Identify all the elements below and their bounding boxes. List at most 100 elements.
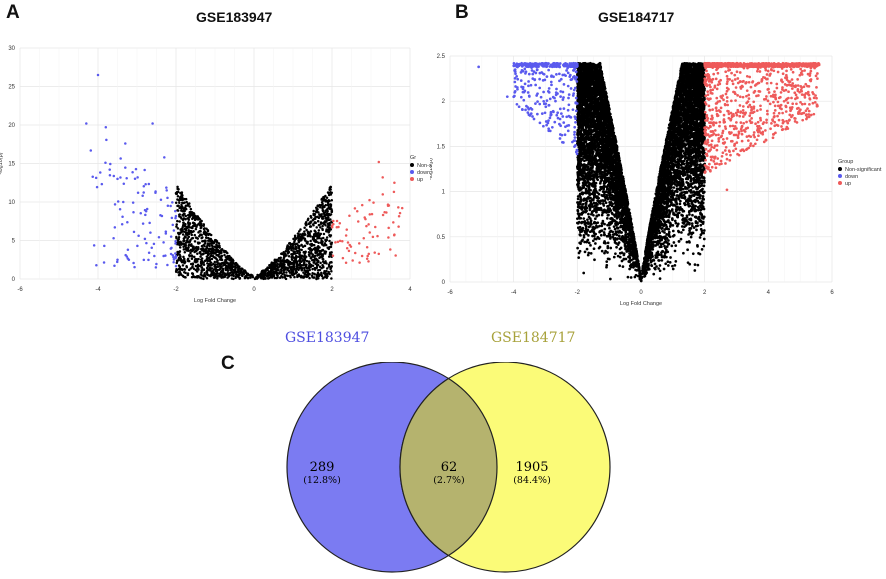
point-nonsignificant <box>285 260 288 264</box>
point-nonsignificant <box>196 218 199 221</box>
point-nonsignificant <box>291 273 295 277</box>
point-down <box>155 262 158 266</box>
point-nonsignificant <box>183 276 187 279</box>
point-nonsignificant <box>324 239 328 243</box>
point-down <box>147 251 151 254</box>
point-down <box>159 198 163 202</box>
point-nonsignificant <box>311 267 314 271</box>
point-nonsignificant <box>304 255 308 258</box>
point-up <box>393 181 396 184</box>
point-nonsignificant <box>322 221 325 225</box>
point-down <box>113 264 116 267</box>
point-nonsignificant <box>267 274 270 278</box>
point-nonsignificant <box>223 253 226 257</box>
point-nonsignificant <box>318 223 321 227</box>
point-nonsignificant <box>196 241 200 244</box>
point-nonsignificant <box>237 269 240 273</box>
points-layer <box>477 61 821 283</box>
point-nonsignificant <box>327 255 331 258</box>
point-up <box>348 214 351 217</box>
point-nonsignificant <box>284 266 287 269</box>
point-down <box>119 176 122 179</box>
x-tick-label: -2 <box>173 287 179 293</box>
y-tick-label: 0 <box>12 277 16 283</box>
point-nonsignificant <box>228 266 231 270</box>
point-nonsignificant <box>628 260 631 264</box>
point-nonsignificant <box>320 254 324 258</box>
point-nonsignificant <box>322 271 326 275</box>
point-down <box>145 241 148 245</box>
point-nonsignificant <box>327 191 330 195</box>
point-nonsignificant <box>217 249 221 253</box>
point-nonsignificant <box>218 273 221 276</box>
point-nonsignificant <box>320 213 323 216</box>
point-nonsignificant <box>182 201 185 205</box>
point-down <box>126 248 130 251</box>
point-up <box>397 215 401 218</box>
point-nonsignificant <box>222 249 226 253</box>
legend-entry: down <box>417 170 430 176</box>
point-nonsignificant <box>200 257 204 260</box>
point-nonsignificant <box>181 205 184 209</box>
point-nonsignificant <box>183 257 186 261</box>
point-down <box>170 246 173 250</box>
point-nonsignificant <box>251 275 255 279</box>
point-nonsignificant <box>211 254 215 258</box>
point-nonsignificant <box>187 218 191 222</box>
point-nonsignificant <box>309 239 312 243</box>
point-nonsignificant <box>314 206 318 210</box>
point-nonsignificant <box>202 273 206 277</box>
point-nonsignificant <box>328 199 331 203</box>
point-nonsignificant <box>224 256 228 259</box>
point-up <box>335 219 339 223</box>
point-nonsignificant <box>199 250 202 254</box>
point-nonsignificant <box>700 248 704 251</box>
point-nonsignificant <box>289 245 292 248</box>
point-nonsignificant <box>214 246 218 249</box>
point-nonsignificant <box>232 265 235 268</box>
point-down <box>124 142 127 145</box>
point-nonsignificant <box>301 245 305 248</box>
point-nonsignificant <box>701 195 705 198</box>
point-nonsignificant <box>176 208 179 212</box>
point-nonsignificant <box>315 240 318 244</box>
point-down <box>172 258 176 261</box>
point-down <box>116 200 120 203</box>
point-up <box>397 206 400 209</box>
point-nonsignificant <box>196 223 199 227</box>
point-nonsignificant <box>294 255 298 259</box>
point-up <box>341 256 345 260</box>
point-nonsignificant <box>207 247 211 251</box>
point-nonsignificant <box>297 268 300 272</box>
point-nonsignificant <box>321 215 324 219</box>
point-nonsignificant <box>315 257 318 261</box>
point-nonsignificant <box>329 267 332 271</box>
point-nonsignificant <box>330 209 334 213</box>
point-up <box>341 239 344 243</box>
point-nonsignificant <box>300 248 303 252</box>
point-nonsignificant <box>312 237 316 241</box>
point-down <box>108 174 112 177</box>
point-up <box>348 243 351 247</box>
point-nonsignificant <box>606 251 609 254</box>
point-nonsignificant <box>282 256 286 259</box>
point-nonsignificant <box>623 242 627 246</box>
point-up <box>334 241 337 244</box>
point-nonsignificant <box>325 262 328 265</box>
point-nonsignificant <box>320 222 323 225</box>
point-down <box>169 204 172 208</box>
point-nonsignificant <box>198 218 202 221</box>
point-nonsignificant <box>179 195 182 199</box>
point-nonsignificant <box>182 245 185 248</box>
point-nonsignificant <box>181 226 184 229</box>
point-nonsignificant <box>319 205 322 209</box>
point-nonsignificant <box>226 264 230 268</box>
legend-entry: up <box>417 177 423 183</box>
point-nonsignificant <box>295 265 299 268</box>
point-nonsignificant <box>695 196 699 200</box>
y-tick-label: 5 <box>12 239 16 245</box>
point-nonsignificant <box>699 223 703 227</box>
point-nonsignificant <box>302 236 305 240</box>
point-nonsignificant <box>315 208 318 212</box>
point-down <box>118 208 122 211</box>
